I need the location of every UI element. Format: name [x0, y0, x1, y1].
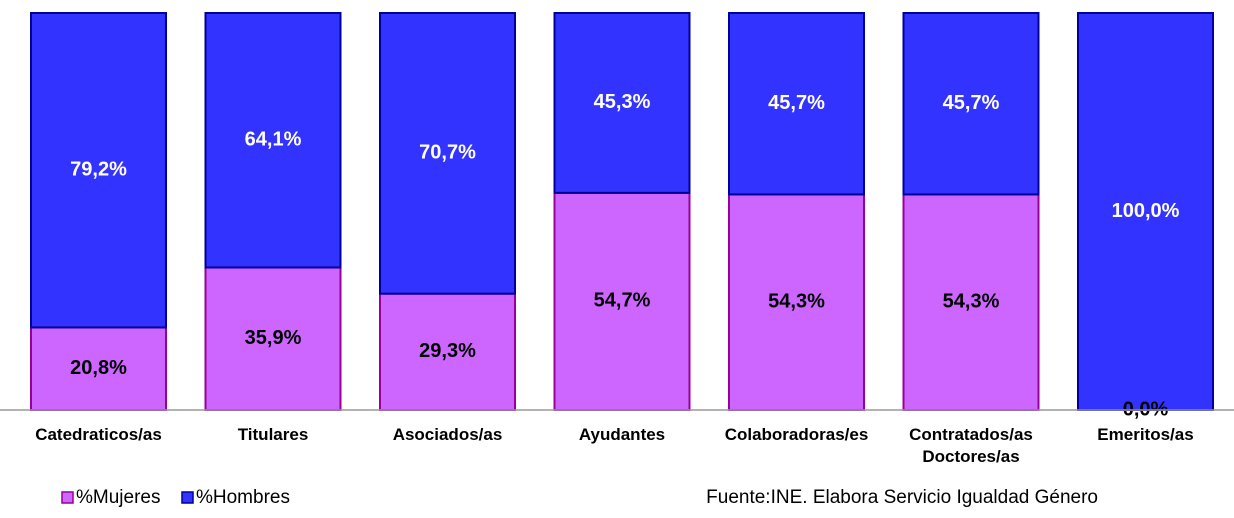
- x-tick-label: Titulares: [237, 425, 309, 444]
- legend-label: %Hombres: [196, 487, 290, 508]
- legend-label: %Mujeres: [76, 487, 160, 508]
- x-tick-label: Asociados/as: [392, 425, 503, 444]
- data-label: 79,2%: [70, 158, 127, 180]
- bar-segment: [553, 12, 691, 194]
- x-tick-label: Emeritos/as: [1097, 425, 1194, 444]
- data-label: 29,3%: [419, 340, 476, 362]
- data-label: 45,3%: [594, 91, 651, 113]
- data-label: 45,7%: [943, 92, 1000, 114]
- data-label: 20,8%: [70, 357, 127, 379]
- data-label: 45,7%: [768, 92, 825, 114]
- data-label: 70,7%: [419, 142, 476, 164]
- data-label: 100,0%: [1112, 200, 1180, 222]
- bar-segment: [728, 12, 865, 196]
- data-label: 35,9%: [245, 327, 302, 349]
- data-label: 54,3%: [768, 290, 825, 312]
- bar-segment: [204, 12, 342, 269]
- source: Fuente:INE. Elabora Servicio Igualdad Gé…: [706, 487, 1098, 508]
- legend-swatch: [61, 491, 74, 504]
- bar-segment: [728, 193, 865, 411]
- bar-segment: [553, 191, 691, 411]
- bar-segment: [902, 193, 1040, 411]
- bar-segment: [30, 12, 167, 329]
- data-label: 54,3%: [943, 290, 1000, 312]
- data-label: 54,7%: [594, 290, 651, 312]
- x-tick-label: Catedraticos/as: [35, 425, 162, 444]
- bar-segment: [1077, 12, 1214, 411]
- bar-segment: [30, 326, 167, 412]
- bar-segment: [379, 292, 516, 411]
- data-label: 64,1%: [245, 129, 302, 151]
- x-tick-label: Colaboradoras/es: [724, 425, 869, 444]
- bar-segment: [902, 12, 1040, 196]
- legend-swatch: [181, 491, 194, 504]
- bar-segment: [379, 12, 516, 295]
- x-tick-label: Contratados/as Doctores/as: [909, 425, 1033, 466]
- x-tick-label: Ayudantes: [578, 425, 666, 444]
